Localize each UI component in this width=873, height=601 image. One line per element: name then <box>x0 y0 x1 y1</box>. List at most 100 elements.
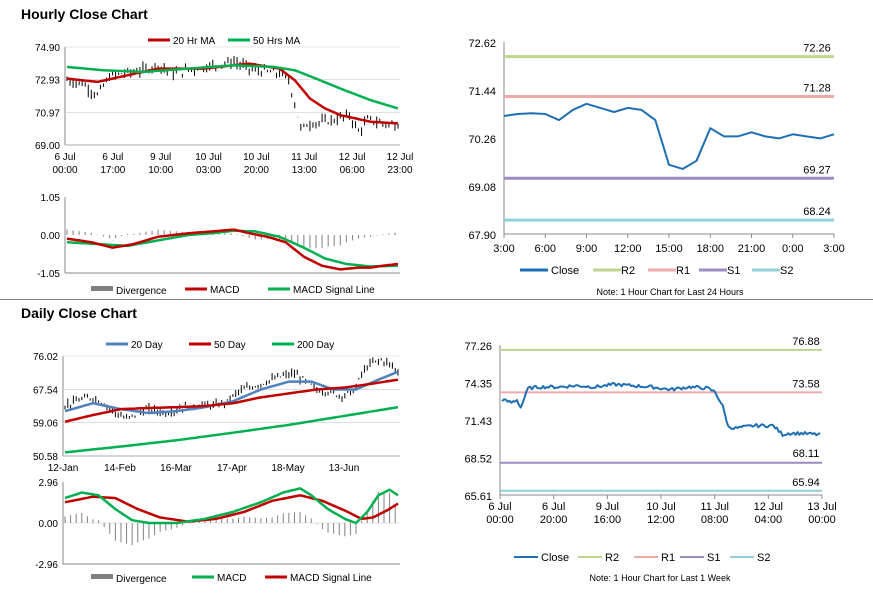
weekly-levels-y-tick: 77.26 <box>464 341 492 353</box>
week-level-label-r1: 73.58 <box>792 378 820 390</box>
hourly-price-x-tick-date: 10 Jul <box>195 152 222 163</box>
legend-divergence-swatch <box>91 286 113 291</box>
daily-price-x-tick: 17-Apr <box>217 463 248 474</box>
level-label-s2: 68.24 <box>803 206 831 218</box>
legend-200-day-label: 200 Day <box>297 340 334 351</box>
hourly-levels-y-tick: 71.44 <box>468 86 496 98</box>
hourly-price-x-tick-date: 6 Jul <box>54 152 75 163</box>
hourly-levels-x-tick: 0:00 <box>782 243 803 255</box>
legend-s1-label: S1 <box>727 265 740 277</box>
daily-price-y-tick: 76.02 <box>33 352 58 363</box>
legend-close-label: Close <box>551 265 579 277</box>
daily-macd-line <box>64 487 399 525</box>
legend-r2-label: R2 <box>621 265 635 277</box>
legend-s2-label: S2 <box>780 265 793 277</box>
daily-ma-line-2 <box>64 405 399 454</box>
hourly-price-x-tick-date: 12 Jul <box>339 152 366 163</box>
hourly-price-x-tick-time: 13:00 <box>292 165 317 176</box>
hourly-price-x-tick-time: 17:00 <box>100 165 125 176</box>
legend-week-r1-label: R1 <box>661 552 675 564</box>
legend-20-day-label: 20 Day <box>131 340 163 351</box>
hourly-macd-line <box>66 228 399 271</box>
legend-week-s1-label: S1 <box>707 552 720 564</box>
hourly-price-x-tick-time: 06:00 <box>340 165 365 176</box>
weekly-levels-x-tick-date: 6 Jul <box>542 501 565 513</box>
level-label-r1: 71.28 <box>803 83 831 95</box>
hourly-price-x-tick-time: 00:00 <box>52 165 77 176</box>
weekly-levels-x-tick-time: 04:00 <box>755 514 783 526</box>
level-label-s1: 69.27 <box>803 164 831 176</box>
weekly-levels-x-tick-date: 12 Jul <box>754 501 783 513</box>
hourly-levels-y-tick: 69.08 <box>468 182 496 194</box>
hourly-price-x-tick-date: 12 Jul <box>387 152 414 163</box>
daily-price-x-tick: 14-Feb <box>104 463 136 474</box>
hourly-levels-x-tick: 3:00 <box>493 243 514 255</box>
weekly-levels-y-tick: 74.35 <box>464 379 492 391</box>
hourly-levels-y-tick: 72.62 <box>468 38 496 50</box>
legend-daily-divergence-label: Divergence <box>116 574 167 585</box>
hourly-price-x-tick-date: 9 Jul <box>150 152 171 163</box>
week-level-label-r2: 76.88 <box>792 336 820 348</box>
weekly-levels-x-tick-time: 08:00 <box>701 514 729 526</box>
hourly-price-x-tick-time: 20:00 <box>244 165 269 176</box>
daily-price-y-tick: 59.06 <box>33 419 58 430</box>
legend-macd-signal-label: MACD Signal Line <box>293 285 375 296</box>
hourly-levels-note: Note: 1 Hour Chart for Last 24 Hours <box>596 287 744 297</box>
level-label-r2: 72.26 <box>803 43 831 55</box>
daily-macd-y-tick: 2.96 <box>39 478 59 489</box>
hourly-macd-y-tick: 0.00 <box>41 231 61 242</box>
weekly-levels-x-tick-date: 11 Jul <box>700 501 729 513</box>
hourly-price-y-tick: 72.93 <box>35 76 60 87</box>
hourly-macd-signal-line <box>66 229 398 268</box>
weekly-levels-x-tick-time: 12:00 <box>647 514 675 526</box>
hourly-levels-x-tick: 3:00 <box>823 243 844 255</box>
hourly-price-x-tick-time: 10:00 <box>148 165 173 176</box>
legend-50-day-label: 50 Day <box>214 340 246 351</box>
weekly-levels-y-tick: 68.52 <box>464 454 492 466</box>
hourly-price-y-tick: 70.97 <box>35 108 60 119</box>
hourly-price-x-tick-date: 11 Jul <box>291 152 317 163</box>
daily-section-title: Daily Close Chart <box>21 305 137 321</box>
weekly-levels-x-tick-time: 20:00 <box>540 514 568 526</box>
hourly-levels-x-tick: 12:00 <box>614 243 642 255</box>
week-level-label-s1: 68.11 <box>793 448 820 460</box>
daily-price-y-tick: 50.58 <box>33 452 58 463</box>
hourly-price-x-tick-date: 10 Jul <box>243 152 270 163</box>
weekly-levels-x-tick-date: 9 Jul <box>596 501 619 513</box>
weekly-levels-x-tick-time: 00:00 <box>808 514 836 526</box>
weekly-close-line <box>501 382 821 437</box>
hourly-macd-y-tick: -1.05 <box>37 269 60 280</box>
legend-macd-label: MACD <box>210 285 239 296</box>
hourly-price-x-tick-time: 03:00 <box>196 165 221 176</box>
hourly-levels-x-tick: 6:00 <box>535 243 556 255</box>
hourly-levels-x-tick: 18:00 <box>696 243 724 255</box>
daily-price-x-tick: 18-May <box>271 463 304 474</box>
legend-50hrs-ma-label: 50 Hrs MA <box>253 36 301 47</box>
legend-20hr-ma-label: 20 Hr MA <box>173 36 216 47</box>
section-divider <box>0 299 873 300</box>
hourly-levels-x-tick: 9:00 <box>576 243 597 255</box>
daily-macd-signal-line <box>64 494 399 523</box>
legend-daily-macd-signal-label: MACD Signal Line <box>290 573 372 584</box>
legend-r1-label: R1 <box>676 265 690 277</box>
hourly-levels-y-tick: 67.90 <box>468 230 496 242</box>
week-level-label-s2: 65.94 <box>792 477 820 489</box>
hourly-ma-line-1 <box>66 64 399 110</box>
hourly-price-y-tick: 74.90 <box>35 43 60 54</box>
legend-divergence-label: Divergence <box>116 286 167 297</box>
legend-daily-macd-label: MACD <box>217 573 246 584</box>
hourly-levels-y-tick: 70.26 <box>468 134 496 146</box>
hourly-close-line <box>503 102 835 170</box>
hourly-price-x-tick-time: 23:00 <box>387 165 412 176</box>
hourly-macd-y-tick: 1.05 <box>41 193 61 204</box>
hourly-section-title: Hourly Close Chart <box>21 6 148 22</box>
weekly-levels-x-tick-time: 00:00 <box>486 514 514 526</box>
daily-price-x-tick: 12-Jan <box>48 463 79 474</box>
hourly-price-y-tick: 69.00 <box>35 141 60 152</box>
hourly-levels-x-tick: 21:00 <box>738 243 766 255</box>
daily-ma-line-1 <box>64 378 399 423</box>
daily-macd-y-tick: 0.00 <box>39 519 59 530</box>
weekly-levels-x-tick-date: 13 Jul <box>807 501 836 513</box>
daily-price-x-tick: 16-Mar <box>160 463 192 474</box>
